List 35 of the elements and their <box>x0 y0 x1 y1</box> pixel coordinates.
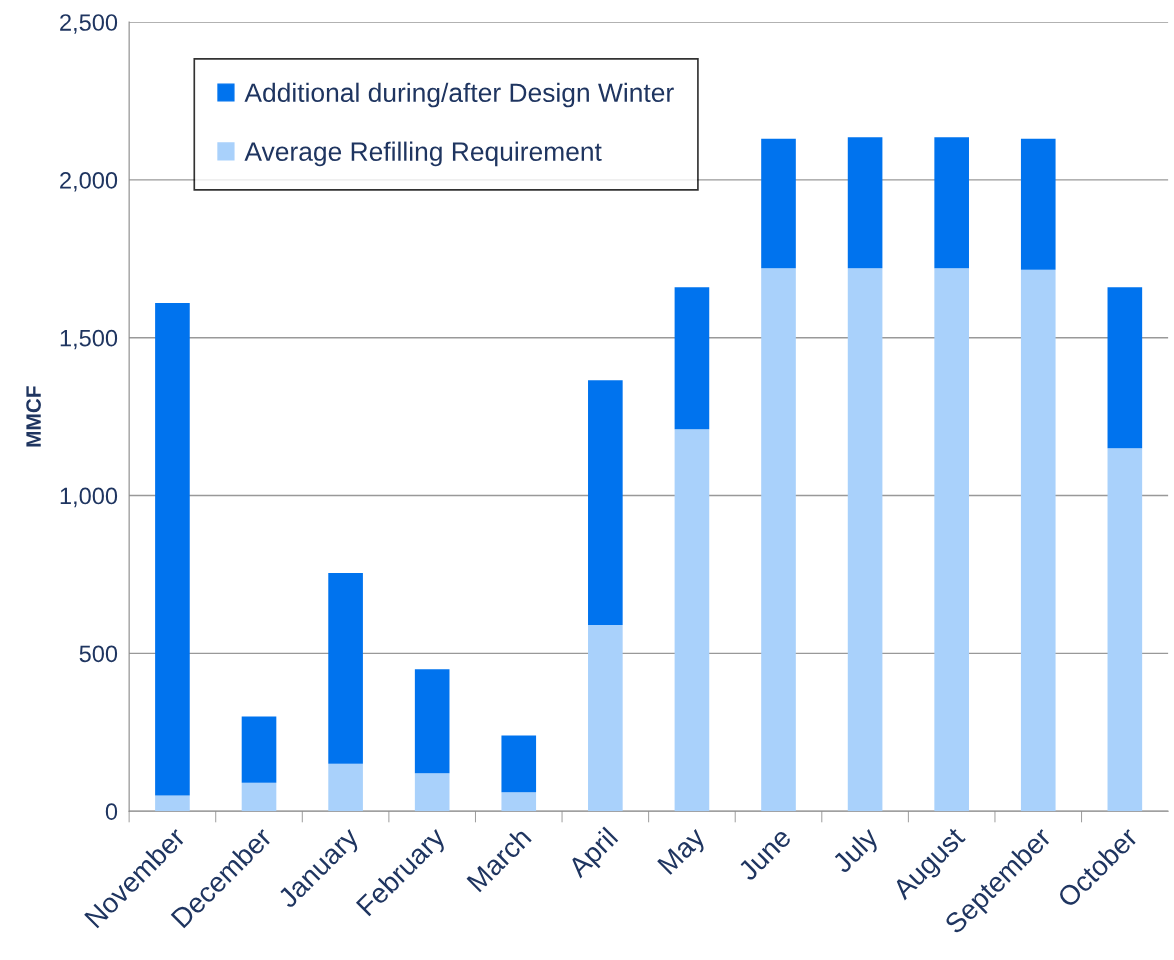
bar <box>674 287 710 430</box>
y-tick-label: 2,500 <box>60 14 118 34</box>
bar <box>328 763 363 812</box>
y-axis-title: MMCF <box>26 386 41 447</box>
bar <box>1020 269 1056 812</box>
bar <box>241 782 277 812</box>
bar <box>588 624 623 812</box>
bar <box>1020 138 1056 270</box>
bar <box>934 268 969 812</box>
bar <box>155 303 190 796</box>
y-tick-label: 1,000 <box>60 487 118 508</box>
bar <box>501 792 537 812</box>
bar <box>414 773 450 812</box>
x-tick-label: May <box>657 825 711 879</box>
bar <box>934 137 969 269</box>
bar <box>761 268 796 812</box>
x-tick-label: July <box>830 825 884 879</box>
y-tick-label: 1,500 <box>60 329 118 350</box>
bar <box>241 716 277 783</box>
legend-label: Average Refilling Requirement <box>244 141 602 167</box>
bar <box>588 380 623 625</box>
bar <box>1107 448 1143 812</box>
bar <box>1107 287 1143 449</box>
y-tick-label: 2,000 <box>60 171 118 192</box>
bar <box>847 268 883 812</box>
bar <box>501 735 537 793</box>
y-tick-label: 0 <box>105 803 118 820</box>
bar <box>155 795 190 812</box>
y-tick-label: 500 <box>79 645 118 663</box>
bar <box>674 429 710 812</box>
legend-label: Additional during/after Design Winter <box>244 82 674 108</box>
bar <box>761 138 796 269</box>
bar <box>414 669 450 774</box>
bar <box>847 137 883 269</box>
bar <box>328 572 363 764</box>
